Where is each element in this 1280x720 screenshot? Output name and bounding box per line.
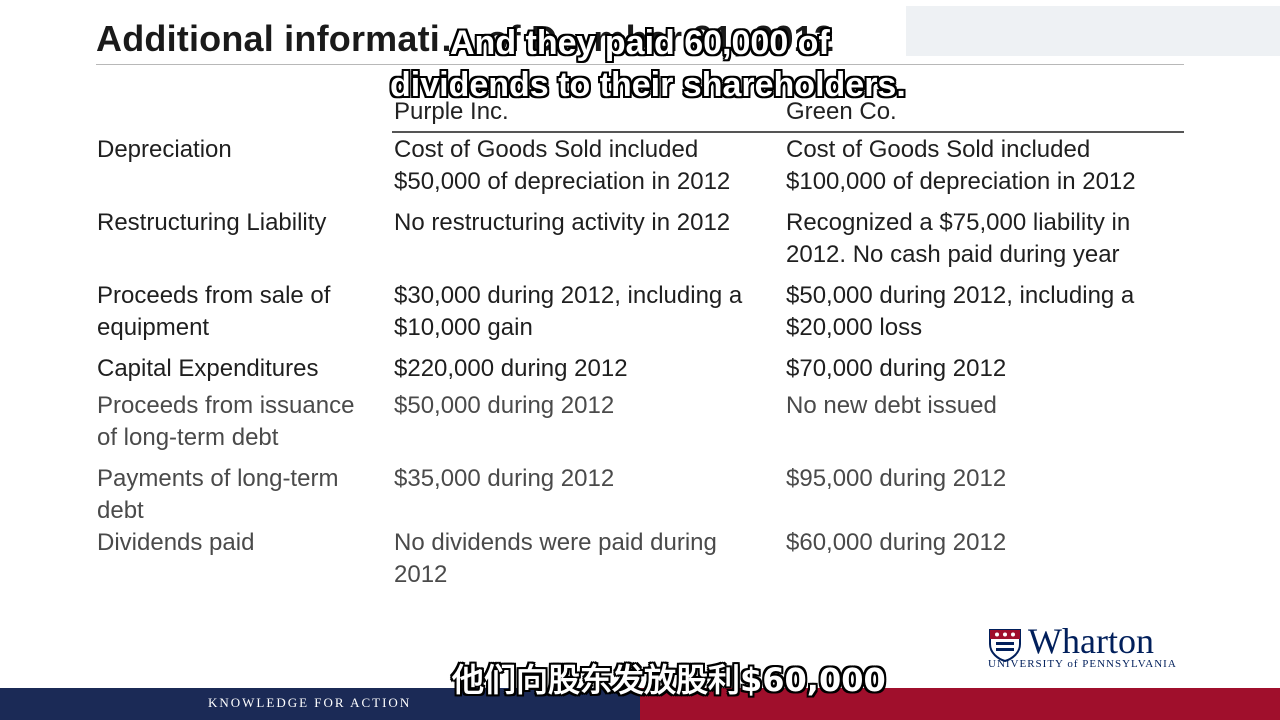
cell-line: $35,000 during 2012	[394, 465, 615, 492]
slide-title: Additional informati… of D…mber 31, 2012	[96, 18, 835, 59]
cell-line: $50,000 during 2012	[394, 392, 615, 419]
subtitle-english-line-2: dividends to their shareholders.	[390, 66, 906, 104]
footer-bar-navy	[0, 688, 640, 720]
wharton-logo: Wharton UNIVERSITY of PENNSYLVANIA	[988, 621, 1198, 674]
subtitle-english-line-1: And they paid 60,000 of	[450, 24, 830, 62]
header-divider	[392, 131, 1184, 133]
purple-equipment-sale: $30,000 during 2012, including a $10,000…	[394, 280, 742, 344]
green-debt-issuance: No new debt issued	[786, 390, 997, 422]
logo-wordmark: Wharton	[1028, 621, 1154, 661]
row-label-depreciation: Depreciation	[97, 134, 232, 166]
green-restructuring: Recognized a $75,000 liability in 2012. …	[786, 207, 1130, 271]
row-label-restructuring: Restructuring Liability	[97, 207, 326, 239]
purple-restructuring: No restructuring activity in 2012	[394, 207, 730, 239]
cell-line: 2012	[394, 561, 448, 588]
row-label-dividends: Dividends paid	[97, 527, 254, 559]
logo-subtitle: UNIVERSITY of PENNSYLVANIA	[988, 658, 1177, 670]
green-depreciation: Cost of Goods Sold included $100,000 of …	[786, 134, 1136, 198]
cell-line: Cost of Goods Sold included	[394, 136, 699, 163]
cell-line: Recognized a $75,000 liability in	[786, 209, 1131, 236]
row-label-line: Proceeds from sale of	[97, 282, 331, 309]
cell-line: $20,000 loss	[786, 314, 923, 341]
purple-capex: $220,000 during 2012	[394, 353, 628, 385]
cell-line: $60,000 during 2012	[786, 529, 1007, 556]
row-label-line: equipment	[97, 314, 210, 341]
row-label-line: Payments of long-term	[97, 465, 339, 492]
purple-debt-payments: $35,000 during 2012	[394, 463, 614, 495]
row-label-debt-payments: Payments of long-term debt	[97, 463, 338, 527]
purple-dividends: No dividends were paid during 2012	[394, 527, 717, 591]
row-label-line: debt	[97, 497, 144, 524]
cell-line: $30,000 during 2012, including a	[394, 282, 743, 309]
cell-line: $100,000 of depreciation in 2012	[786, 168, 1136, 195]
cell-line: No new debt issued	[786, 392, 997, 419]
overlay-box	[906, 6, 1280, 56]
row-label-equipment-sale: Proceeds from sale of equipment	[97, 280, 330, 344]
cell-line: Cost of Goods Sold included	[786, 136, 1091, 163]
subtitle-chinese: 他们向股东发放股利$60,000	[452, 661, 886, 699]
column-header-purple: Purple Inc.	[394, 98, 509, 125]
green-equipment-sale: $50,000 during 2012, including a $20,000…	[786, 280, 1134, 344]
cell-line: $50,000 during 2012, including a	[786, 282, 1135, 309]
cell-line: $70,000 during 2012	[786, 355, 1007, 382]
row-label-line: Dividends paid	[97, 529, 255, 556]
row-label-line: Depreciation	[97, 136, 232, 163]
row-label-capex: Capital Expenditures	[97, 353, 318, 385]
green-debt-payments: $95,000 during 2012	[786, 463, 1006, 495]
penn-shield-icon	[989, 629, 1021, 662]
purple-debt-issuance: $50,000 during 2012	[394, 390, 614, 422]
cell-line: $95,000 during 2012	[786, 465, 1007, 492]
purple-depreciation: Cost of Goods Sold included $50,000 of d…	[394, 134, 730, 198]
cell-line: 2012. No cash paid during year	[786, 241, 1120, 268]
footer-bar-red	[640, 688, 1280, 720]
row-label-line: Restructuring Liability	[97, 209, 327, 236]
green-dividends: $60,000 during 2012	[786, 527, 1006, 559]
title-divider	[96, 64, 1184, 65]
cell-line: $10,000 gain	[394, 314, 533, 341]
row-label-debt-issuance: Proceeds from issuance of long-term debt	[97, 390, 354, 454]
column-header-green: Green Co.	[786, 98, 897, 125]
green-capex: $70,000 during 2012	[786, 353, 1006, 385]
cell-line: $220,000 during 2012	[394, 355, 628, 382]
footer-tagline: KNOWLEDGE FOR ACTION	[208, 695, 412, 710]
cell-line: No restructuring activity in 2012	[394, 209, 731, 236]
row-label-line: of long-term debt	[97, 424, 279, 451]
cell-line: No dividends were paid during	[394, 529, 717, 556]
cell-line: $50,000 of depreciation in 2012	[394, 168, 731, 195]
row-label-line: Capital Expenditures	[97, 355, 319, 382]
row-label-line: Proceeds from issuance	[97, 392, 355, 419]
